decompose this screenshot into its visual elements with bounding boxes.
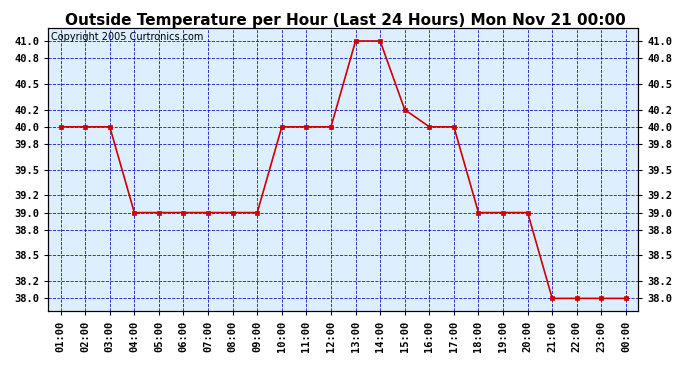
- Text: Outside Temperature per Hour (Last 24 Hours) Mon Nov 21 00:00: Outside Temperature per Hour (Last 24 Ho…: [65, 13, 625, 28]
- Text: Copyright 2005 Curtronics.com: Copyright 2005 Curtronics.com: [51, 32, 204, 42]
